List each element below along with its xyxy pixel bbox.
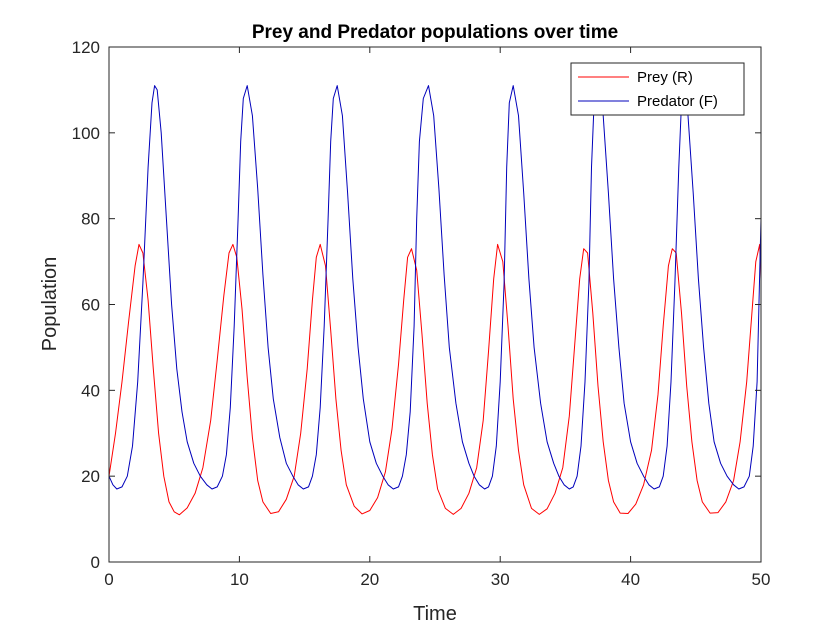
series-layer xyxy=(108,85,762,516)
legend-box xyxy=(570,62,745,116)
x-tick-label: 0 xyxy=(104,570,113,589)
x-axis-label: Time xyxy=(413,603,457,625)
chart-title: Prey and Predator populations over time xyxy=(252,22,618,43)
y-axis-label: Population xyxy=(39,257,61,352)
legend: Prey (R) Predator (F) xyxy=(570,62,745,116)
x-tick-label: 50 xyxy=(752,570,771,589)
y-tick-label: 100 xyxy=(72,124,100,143)
legend-label-prey: Prey (R) xyxy=(637,69,693,86)
series-line-predator xyxy=(108,85,762,490)
y-tick-label: 20 xyxy=(81,467,100,486)
series-line-prey xyxy=(108,243,762,516)
x-tick-label: 40 xyxy=(621,570,640,589)
ticks-layer: 0 10 20 30 40 50 0 20 40 60 80 100 120 xyxy=(72,38,771,589)
x-tick-label: 20 xyxy=(360,570,379,589)
y-tick-label: 120 xyxy=(72,38,100,57)
legend-label-predator: Predator (F) xyxy=(637,93,718,110)
x-tick-label: 10 xyxy=(230,570,249,589)
y-tick-label: 80 xyxy=(81,210,100,229)
x-tick-label: 30 xyxy=(491,570,510,589)
y-tick-label: 0 xyxy=(91,553,100,572)
y-tick-label: 60 xyxy=(81,296,100,315)
y-tick-label: 40 xyxy=(81,381,100,400)
